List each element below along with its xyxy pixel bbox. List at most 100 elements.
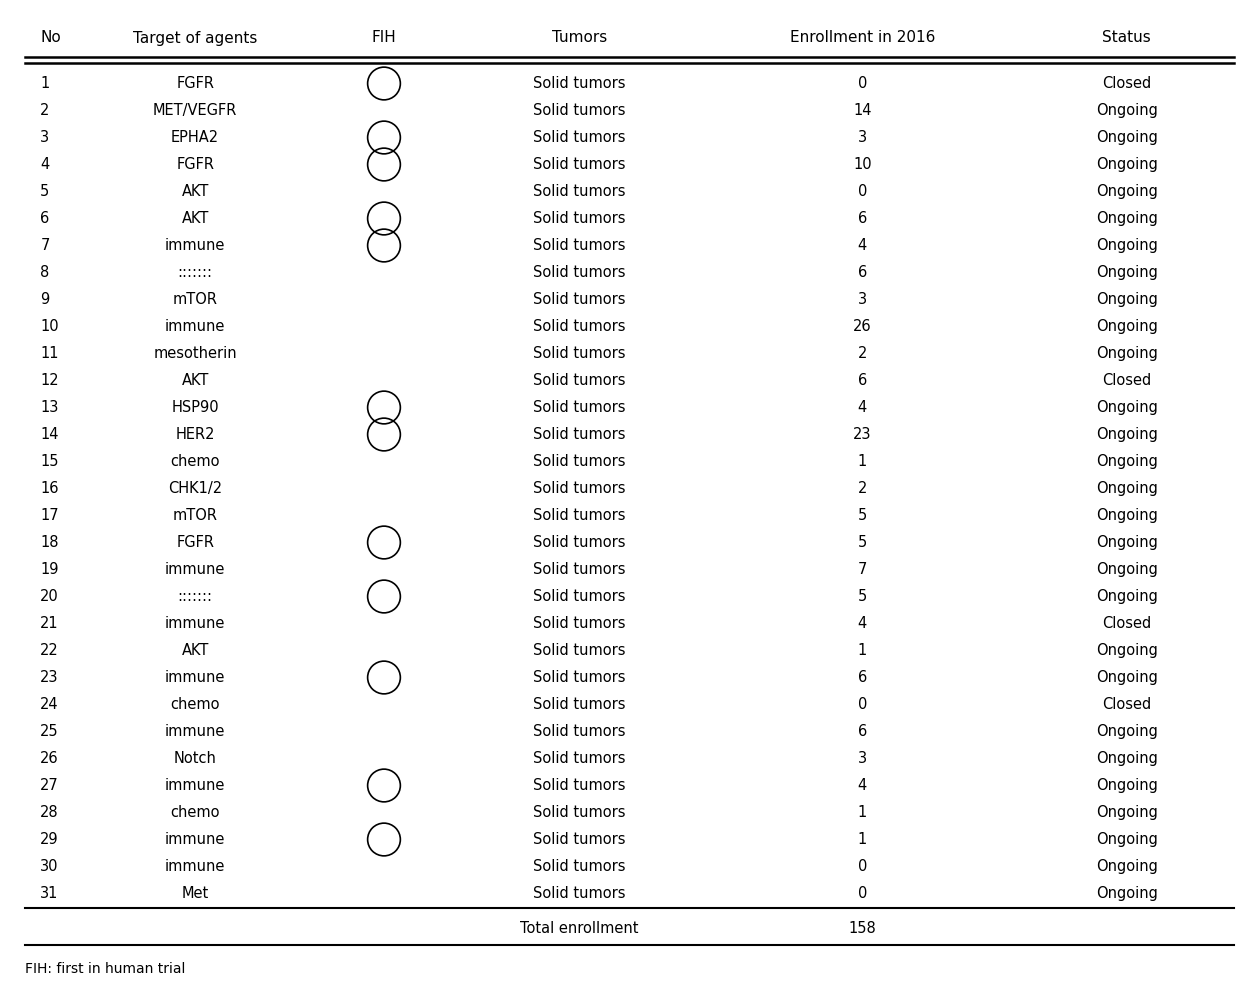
Text: 14: 14 (40, 427, 59, 442)
Text: 17: 17 (40, 508, 59, 523)
Text: Ongoing: Ongoing (1095, 400, 1158, 415)
Text: chemo: chemo (170, 805, 220, 820)
Text: 0: 0 (857, 697, 867, 712)
Text: Ongoing: Ongoing (1095, 319, 1158, 334)
Text: AKT: AKT (181, 643, 209, 658)
Text: Solid tumors: Solid tumors (533, 859, 626, 874)
Text: 21: 21 (40, 616, 59, 631)
Text: immune: immune (165, 670, 225, 685)
Text: 5: 5 (857, 535, 867, 550)
Text: Ongoing: Ongoing (1095, 535, 1158, 550)
Text: Solid tumors: Solid tumors (533, 670, 626, 685)
Text: Met: Met (181, 886, 209, 901)
Text: Closed: Closed (1102, 697, 1152, 712)
Text: 2: 2 (857, 346, 867, 361)
Text: Solid tumors: Solid tumors (533, 535, 626, 550)
Text: 3: 3 (857, 292, 867, 307)
Text: 0: 0 (857, 886, 867, 901)
Text: 26: 26 (40, 751, 59, 766)
Text: chemo: chemo (170, 697, 220, 712)
Text: HER2: HER2 (175, 427, 215, 442)
Text: FGFR: FGFR (176, 157, 214, 172)
Text: 11: 11 (40, 346, 59, 361)
Text: 3: 3 (857, 130, 867, 145)
Text: Enrollment in 2016: Enrollment in 2016 (789, 30, 935, 45)
Text: 28: 28 (40, 805, 59, 820)
Text: AKT: AKT (181, 373, 209, 388)
Text: Ongoing: Ongoing (1095, 643, 1158, 658)
Text: Solid tumors: Solid tumors (533, 589, 626, 604)
Text: FIH: first in human trial: FIH: first in human trial (25, 962, 185, 976)
Text: AKT: AKT (181, 184, 209, 199)
Text: Status: Status (1103, 30, 1151, 45)
Text: 0: 0 (857, 859, 867, 874)
Text: 14: 14 (854, 103, 871, 118)
Text: 25: 25 (40, 724, 59, 739)
Text: Solid tumors: Solid tumors (533, 400, 626, 415)
Text: Solid tumors: Solid tumors (533, 886, 626, 901)
Text: Ongoing: Ongoing (1095, 508, 1158, 523)
Text: 3: 3 (40, 130, 49, 145)
Text: Solid tumors: Solid tumors (533, 724, 626, 739)
Text: Total enrollment: Total enrollment (520, 921, 638, 936)
Text: Solid tumors: Solid tumors (533, 778, 626, 793)
Text: 4: 4 (857, 238, 867, 253)
Text: Ongoing: Ongoing (1095, 805, 1158, 820)
Text: 6: 6 (857, 670, 867, 685)
Text: Solid tumors: Solid tumors (533, 751, 626, 766)
Text: Ongoing: Ongoing (1095, 886, 1158, 901)
Text: immune: immune (165, 238, 225, 253)
Text: 4: 4 (857, 400, 867, 415)
Text: Solid tumors: Solid tumors (533, 130, 626, 145)
Text: Solid tumors: Solid tumors (533, 157, 626, 172)
Text: 26: 26 (854, 319, 871, 334)
Text: Solid tumors: Solid tumors (533, 103, 626, 118)
Text: 16: 16 (40, 481, 59, 496)
Text: Solid tumors: Solid tumors (533, 562, 626, 577)
Text: 10: 10 (854, 157, 871, 172)
Text: 8: 8 (40, 265, 49, 280)
Text: Ongoing: Ongoing (1095, 724, 1158, 739)
Text: 1: 1 (857, 832, 867, 847)
Text: 4: 4 (40, 157, 49, 172)
Text: FGFR: FGFR (176, 535, 214, 550)
Text: 27: 27 (40, 778, 59, 793)
Text: 6: 6 (857, 265, 867, 280)
Text: immune: immune (165, 859, 225, 874)
Text: Solid tumors: Solid tumors (533, 76, 626, 91)
Text: Ongoing: Ongoing (1095, 130, 1158, 145)
Text: Solid tumors: Solid tumors (533, 454, 626, 469)
Text: 22: 22 (40, 643, 59, 658)
Text: Ongoing: Ongoing (1095, 778, 1158, 793)
Text: Solid tumors: Solid tumors (533, 211, 626, 226)
Text: 6: 6 (857, 724, 867, 739)
Text: Solid tumors: Solid tumors (533, 697, 626, 712)
Text: EPHA2: EPHA2 (171, 130, 219, 145)
Text: Ongoing: Ongoing (1095, 265, 1158, 280)
Text: 12: 12 (40, 373, 59, 388)
Text: immune: immune (165, 832, 225, 847)
Text: 20: 20 (40, 589, 59, 604)
Text: Solid tumors: Solid tumors (533, 292, 626, 307)
Text: Ongoing: Ongoing (1095, 292, 1158, 307)
Text: Solid tumors: Solid tumors (533, 238, 626, 253)
Text: immune: immune (165, 724, 225, 739)
Text: mesotherin: mesotherin (154, 346, 237, 361)
Text: Ongoing: Ongoing (1095, 454, 1158, 469)
Text: 7: 7 (40, 238, 49, 253)
Text: Solid tumors: Solid tumors (533, 373, 626, 388)
Text: 13: 13 (40, 400, 59, 415)
Text: MET/VEGFR: MET/VEGFR (152, 103, 238, 118)
Text: 2: 2 (857, 481, 867, 496)
Text: 4: 4 (857, 778, 867, 793)
Text: 5: 5 (40, 184, 49, 199)
Text: 29: 29 (40, 832, 59, 847)
Text: 1: 1 (40, 76, 49, 91)
Text: :::::::: ::::::: (178, 265, 213, 280)
Text: 5: 5 (857, 508, 867, 523)
Text: Solid tumors: Solid tumors (533, 427, 626, 442)
Text: 1: 1 (857, 454, 867, 469)
Text: Ongoing: Ongoing (1095, 184, 1158, 199)
Text: mTOR: mTOR (172, 292, 218, 307)
Text: Solid tumors: Solid tumors (533, 805, 626, 820)
